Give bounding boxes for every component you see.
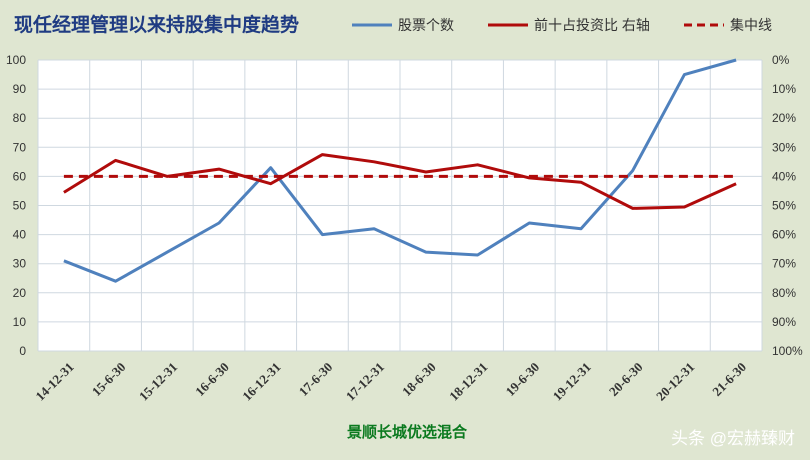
legend-label-2: 前十占投资比 右轴 — [534, 17, 650, 33]
series-line-1 — [63, 58, 737, 283]
watermark-text: 头条 @宏赫臻财 — [671, 429, 795, 448]
y-left-tick-label: 40 — [13, 228, 27, 242]
x-tick-label: 18-6-30 — [399, 359, 439, 399]
y-left-tick-label: 70 — [13, 140, 27, 154]
y-right-tick-label: 50% — [772, 199, 796, 213]
x-tick-label: 20-6-30 — [606, 359, 646, 399]
gridlines — [37, 59, 763, 352]
chart-subtitle: 景顺长城优选混合 — [347, 423, 468, 441]
y-left-tick-label: 100 — [6, 53, 26, 67]
y-left-tick-label: 10 — [13, 315, 27, 329]
right-axis-ticks: 0% 10% 20% 30% 40% 50% 60% 70% 80% 90% 100% — [772, 53, 803, 358]
y-left-tick-label: 0 — [19, 344, 26, 358]
y-right-tick-label: 60% — [772, 228, 796, 242]
series-lines — [63, 58, 737, 283]
legend-label-1: 股票个数 — [398, 17, 454, 33]
chart-title: 现任经理管理以来持股集中度趋势 — [14, 13, 299, 36]
y-left-tick-label: 90 — [13, 82, 27, 96]
x-tick-label: 20-12-31 — [653, 359, 697, 403]
left-axis-ticks: 0 10 20 30 40 50 60 70 80 90 100 — [6, 53, 26, 358]
y-right-tick-label: 30% — [772, 140, 796, 154]
y-left-tick-label: 50 — [13, 199, 27, 213]
x-tick-label: 18-12-31 — [446, 359, 490, 403]
legend-label-3: 集中线 — [730, 17, 772, 33]
y-right-tick-label: 80% — [772, 286, 796, 300]
legend: 股票个数 前十占投资比 右轴 集中线 — [352, 17, 772, 33]
y-right-tick-label: 40% — [772, 169, 796, 183]
y-left-tick-label: 60 — [13, 169, 27, 183]
x-tick-label: 16-6-30 — [192, 359, 232, 399]
y-left-tick-label: 30 — [13, 257, 27, 271]
y-left-tick-label: 20 — [13, 286, 27, 300]
y-right-tick-label: 0% — [772, 53, 790, 67]
y-right-tick-label: 20% — [772, 111, 796, 125]
x-tick-label: 19-6-30 — [502, 359, 542, 399]
x-tick-label: 21-6-30 — [709, 359, 749, 399]
x-tick-label: 15-6-30 — [89, 359, 129, 399]
y-left-tick-label: 80 — [13, 111, 27, 125]
y-right-tick-label: 100% — [772, 344, 803, 358]
x-tick-label: 15-12-31 — [136, 359, 180, 403]
x-axis-ticks: 14-12-31 15-6-30 15-12-31 16-6-30 16-12-31 17… — [32, 359, 749, 403]
x-tick-label: 19-12-31 — [550, 359, 594, 403]
x-tick-label: 17-12-31 — [343, 359, 387, 403]
y-right-tick-label: 10% — [772, 82, 796, 96]
x-tick-label: 17-6-30 — [296, 359, 336, 399]
y-right-tick-label: 90% — [772, 315, 796, 329]
x-tick-label: 14-12-31 — [32, 359, 76, 403]
x-tick-label: 16-12-31 — [239, 359, 283, 403]
y-right-tick-label: 70% — [772, 257, 796, 271]
